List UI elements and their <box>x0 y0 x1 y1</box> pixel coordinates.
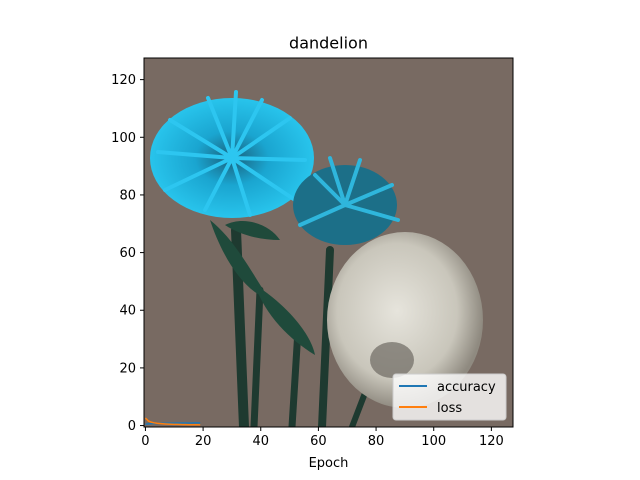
x-axis-label: Epoch <box>309 456 349 471</box>
y-tick-label: 60 <box>119 246 136 261</box>
y-tick-label: 80 <box>119 188 136 203</box>
legend-label-loss: loss <box>437 401 462 416</box>
x-axis-ticks: 0 20 40 60 80 100 120 <box>141 427 504 449</box>
x-tick-label: 0 <box>141 434 149 449</box>
x-tick-label: 100 <box>421 434 446 449</box>
y-tick-label: 120 <box>111 73 136 88</box>
leaves <box>210 220 315 355</box>
x-tick-label: 60 <box>310 434 327 449</box>
chart-title: dandelion <box>289 34 368 53</box>
legend-label-accuracy: accuracy <box>437 380 496 395</box>
x-tick-label: 80 <box>368 434 385 449</box>
background-photo <box>144 58 513 427</box>
y-tick-label: 100 <box>111 131 136 146</box>
y-tick-label: 40 <box>119 304 136 319</box>
x-tick-label: 40 <box>252 434 269 449</box>
y-axis-ticks: 0 20 40 60 80 100 120 <box>111 73 144 434</box>
series-layer <box>144 417 201 426</box>
plot-frame <box>143 57 514 428</box>
blossom-petals <box>156 90 307 217</box>
small-blossom-petals <box>298 156 400 227</box>
y-tick-label: 0 <box>128 419 136 434</box>
legend: accuracy loss <box>392 373 507 421</box>
x-tick-label: 120 <box>479 434 504 449</box>
seed-head-core <box>370 342 414 378</box>
series-line-loss <box>144 417 201 426</box>
y-tick-label: 20 <box>119 361 136 376</box>
x-tick-label: 20 <box>195 434 212 449</box>
seed-head <box>327 232 483 408</box>
